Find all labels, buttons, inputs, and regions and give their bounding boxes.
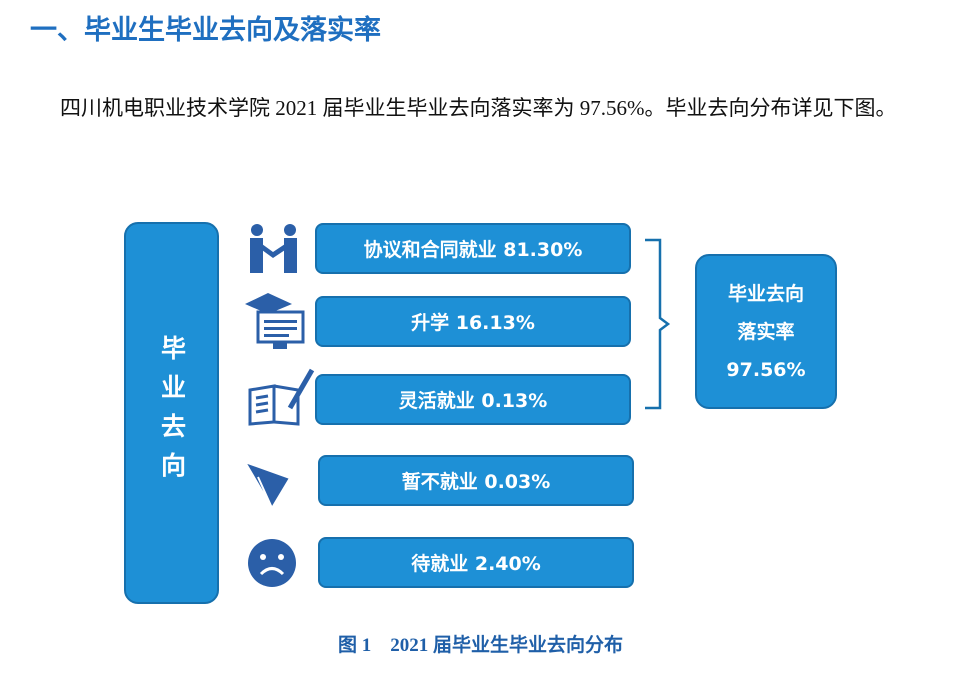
summary-line: 落实率 (737, 320, 795, 343)
item-box: 待就业 2.40% (318, 537, 634, 588)
bracket (645, 238, 671, 410)
item-box: 升学 16.13% (315, 296, 631, 347)
item-box: 暂不就业 0.03% (318, 455, 634, 506)
paragraph: 四川机电职业技术学院 2021 届毕业生毕业去向落实率为 97.56%。毕业去向… (60, 96, 897, 120)
item-box: 协议和合同就业 81.30% (315, 223, 631, 274)
sad-icon (248, 539, 296, 587)
handshake-icon (250, 224, 297, 273)
summary-line: 97.56% (726, 358, 806, 381)
side-label: 毕业去向 (124, 222, 219, 604)
book-icon (248, 368, 315, 426)
figure-caption: 图 1 2021 届毕业生毕业去向分布 (337, 635, 623, 656)
heading: 一、毕业生毕业去向及落实率 (30, 15, 381, 46)
graduate-icon (245, 293, 305, 349)
summary-box: 毕业去向 落实率 97.56% (695, 254, 837, 409)
summary-line: 毕业去向 (727, 282, 804, 305)
plane-icon (242, 460, 292, 510)
item-box: 灵活就业 0.13% (315, 374, 631, 425)
